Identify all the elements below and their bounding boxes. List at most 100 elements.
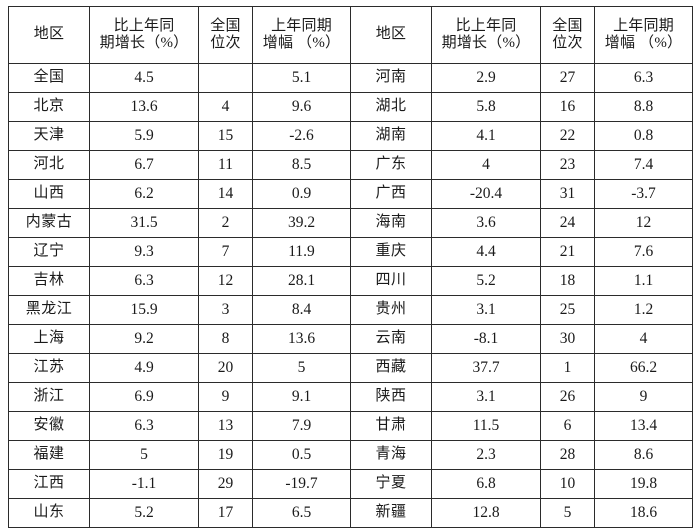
cell-rank-left: 19: [198, 440, 253, 470]
cell-region-right: 陕西: [350, 382, 432, 412]
header-prev-left: 上年同期 增幅 （%）: [252, 6, 351, 64]
cell-rank-left: 7: [198, 237, 253, 267]
cell-growth-left: 6.3: [89, 266, 199, 296]
cell-growth-right: 5.2: [431, 266, 541, 296]
cell-rank-right: 23: [540, 150, 595, 180]
header-region-left-text: 地区: [33, 26, 65, 43]
cell-prev-growth-right: 9: [594, 382, 693, 412]
cell-growth-left: 6.9: [89, 382, 199, 412]
cell-region-left: 江西: [8, 469, 90, 499]
cell-growth-right: 11.5: [431, 411, 541, 441]
table-row: 内蒙古 31.5 2 39.2 海南 3.6 24 12: [8, 208, 693, 238]
cell-growth-right: 3.6: [431, 208, 541, 238]
cell-region-left: 内蒙古: [8, 208, 90, 238]
header-rank-left: 全国 位次: [198, 6, 253, 64]
cell-growth-right: -20.4: [431, 179, 541, 209]
cell-region-right: 贵州: [350, 295, 432, 325]
table-row: 安徽 6.3 13 7.9 甘肃 11.5 6 13.4: [8, 411, 693, 441]
cell-growth-right: 37.7: [431, 353, 541, 383]
cell-prev-growth-right: -3.7: [594, 179, 693, 209]
table-row: 北京 13.6 4 9.6 湖北 5.8 16 8.8: [8, 92, 693, 122]
cell-region-right: 湖北: [350, 92, 432, 122]
cell-rank-right: 5: [540, 498, 595, 528]
cell-growth-left: 6.7: [89, 150, 199, 180]
table-row: 浙江 6.9 9 9.1 陕西 3.1 26 9: [8, 382, 693, 412]
cell-region-left: 全国: [8, 63, 90, 93]
table-row: 山西 6.2 14 0.9 广西 -20.4 31 -3.7: [8, 179, 693, 209]
cell-growth-right: 4.1: [431, 121, 541, 151]
cell-rank-right: 16: [540, 92, 595, 122]
cell-rank-left: 15: [198, 121, 253, 151]
cell-growth-left: 6.2: [89, 179, 199, 209]
cell-region-left: 山东: [8, 498, 90, 528]
cell-growth-right: 4.4: [431, 237, 541, 267]
cell-rank-right: 30: [540, 324, 595, 354]
cell-region-right: 海南: [350, 208, 432, 238]
table-row: 全国 4.5 5.1 河南 2.9 27 6.3: [8, 63, 693, 93]
cell-region-right: 河南: [350, 63, 432, 93]
cell-growth-left: 4.9: [89, 353, 199, 383]
header-prev-right: 上年同期 增幅 （%）: [594, 6, 693, 64]
table-row: 山东 5.2 17 6.5 新疆 12.8 5 18.6: [8, 498, 693, 528]
cell-prev-growth-left: 39.2: [252, 208, 351, 238]
cell-prev-growth-left: 8.5: [252, 150, 351, 180]
cell-growth-left: 9.3: [89, 237, 199, 267]
cell-region-left: 浙江: [8, 382, 90, 412]
cell-rank-right: 10: [540, 469, 595, 499]
cell-rank-right: 21: [540, 237, 595, 267]
cell-growth-right: 2.3: [431, 440, 541, 470]
header-growth-left: 比上年同 期增长（%）: [89, 6, 199, 64]
cell-region-right: 广西: [350, 179, 432, 209]
cell-region-left: 上海: [8, 324, 90, 354]
cell-growth-left: 15.9: [89, 295, 199, 325]
cell-growth-left: 5.2: [89, 498, 199, 528]
header-rank-left-line2: 位次: [210, 35, 241, 51]
cell-prev-growth-right: 7.6: [594, 237, 693, 267]
header-growth-right-line2: 期增长（%）: [441, 35, 531, 51]
cell-prev-growth-right: 12: [594, 208, 693, 238]
header-growth-left-line2: 期增长（%）: [99, 35, 189, 51]
cell-prev-growth-left: 28.1: [252, 266, 351, 296]
header-rank-right-line1: 全国: [552, 17, 583, 34]
cell-growth-left: -1.1: [89, 469, 199, 499]
table-row: 黑龙江 15.9 3 8.4 贵州 3.1 25 1.2: [8, 295, 693, 325]
cell-region-left: 福建: [8, 440, 90, 470]
table-body: 全国 4.5 5.1 河南 2.9 27 6.3 北京 13.6 4 9.6 湖北 5.8 16 8.8 天津…: [8, 63, 693, 528]
cell-growth-right: 3.1: [431, 295, 541, 325]
cell-region-left: 吉林: [8, 266, 90, 296]
cell-rank-right: 26: [540, 382, 595, 412]
cell-rank-left: 20: [198, 353, 253, 383]
header-growth-right: 比上年同 期增长（%）: [431, 6, 541, 64]
table-row: 上海 9.2 8 13.6 云南 -8.1 30 4: [8, 324, 693, 354]
header-prev-right-line2: 增幅 （%）: [604, 35, 683, 51]
cell-rank-left: 9: [198, 382, 253, 412]
cell-prev-growth-left: 5: [252, 353, 351, 383]
cell-growth-right: -8.1: [431, 324, 541, 354]
cell-prev-growth-right: 19.8: [594, 469, 693, 499]
header-growth-left-line1: 比上年同: [113, 17, 175, 34]
cell-growth-right: 4: [431, 150, 541, 180]
header-region-left: 地区: [8, 6, 90, 64]
header-rank-right: 全国 位次: [540, 6, 595, 64]
cell-prev-growth-left: 13.6: [252, 324, 351, 354]
cell-rank-right: 31: [540, 179, 595, 209]
cell-growth-left: 4.5: [89, 63, 199, 93]
cell-prev-growth-right: 6.3: [594, 63, 693, 93]
cell-region-right: 广东: [350, 150, 432, 180]
cell-prev-growth-left: -19.7: [252, 469, 351, 499]
cell-region-right: 四川: [350, 266, 432, 296]
table-row: 福建 5 19 0.5 青海 2.3 28 8.6: [8, 440, 693, 470]
cell-rank-right: 22: [540, 121, 595, 151]
cell-rank-right: 27: [540, 63, 595, 93]
cell-region-left: 黑龙江: [8, 295, 90, 325]
cell-rank-left: 13: [198, 411, 253, 441]
cell-prev-growth-left: 8.4: [252, 295, 351, 325]
header-rank-left-line1: 全国: [210, 17, 241, 34]
cell-growth-left: 5.9: [89, 121, 199, 151]
header-rank-right-line2: 位次: [552, 35, 583, 51]
cell-prev-growth-right: 18.6: [594, 498, 693, 528]
cell-region-right: 湖南: [350, 121, 432, 151]
cell-rank-left: 4: [198, 92, 253, 122]
cell-prev-growth-right: 1.2: [594, 295, 693, 325]
cell-prev-growth-left: -2.6: [252, 121, 351, 151]
